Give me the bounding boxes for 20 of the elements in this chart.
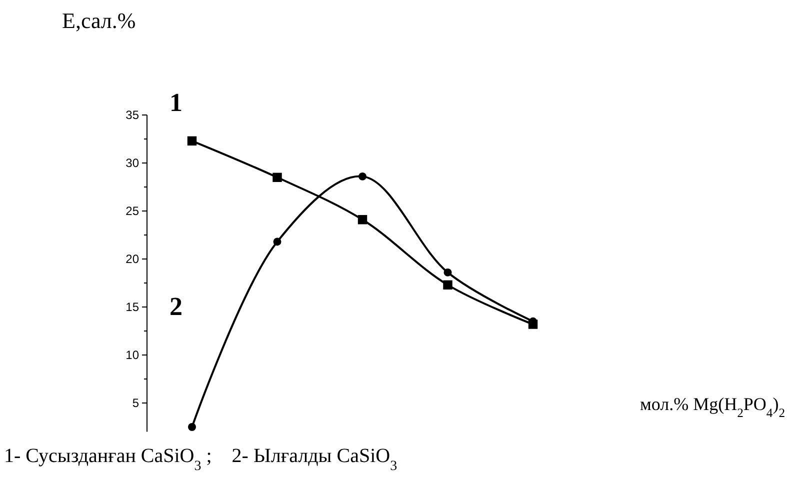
point <box>358 172 366 180</box>
point <box>188 423 196 431</box>
point <box>187 136 197 146</box>
y-tick-label: 10 <box>126 348 140 362</box>
y-tick-label: 35 <box>126 108 140 122</box>
y-tick-label: 5 <box>132 396 140 410</box>
point <box>273 238 282 246</box>
y-tick-label: 30 <box>126 156 140 170</box>
point <box>272 172 282 182</box>
y-axis-title: E,сал.% <box>62 8 136 33</box>
point <box>443 280 452 290</box>
text: 1- Сусызданған CaSiO$_{3}$ ; 2- Ылғалды CaSiO$_{3}$ <box>4 445 398 474</box>
point <box>444 268 452 276</box>
x-axis-title: мол.% Mg(H$_{2}$PO$_{4}$)$_{2}$ <box>640 394 785 420</box>
series-label: 2 <box>170 292 182 321</box>
y-tick-label: 25 <box>126 204 140 218</box>
point <box>358 215 368 224</box>
series-label: 1 <box>170 88 182 117</box>
y-tick-label: 15 <box>126 300 140 314</box>
y-tick-label: 20 <box>126 252 140 266</box>
